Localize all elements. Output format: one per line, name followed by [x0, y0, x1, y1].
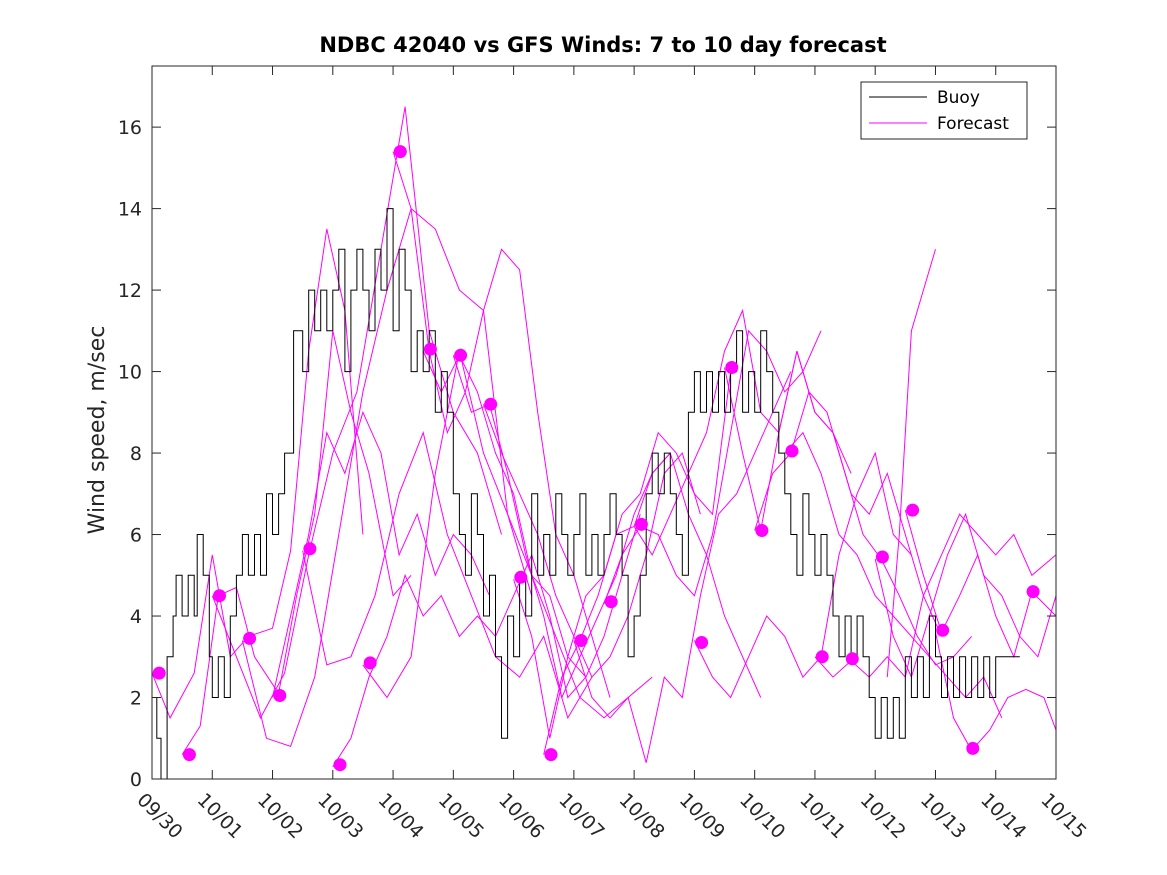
- forecast-marker-24: [906, 503, 920, 517]
- forecast-line-24: [935, 632, 1056, 752]
- forecast-marker-9: [423, 342, 437, 356]
- forecast-marker-22: [845, 652, 859, 666]
- y-axis-label: Wind speed, m/sec: [85, 326, 110, 535]
- forecast-line-14: [573, 371, 792, 763]
- y-tick-label-3: 6: [130, 525, 142, 547]
- forecast-marker-2: [213, 589, 226, 603]
- y-tick-label-6: 12: [118, 280, 142, 302]
- forecast-marker-23: [875, 550, 889, 564]
- y-tick-label-0: 0: [130, 769, 142, 791]
- forecast-marker-21: [815, 650, 829, 664]
- forecast-line-0: [152, 228, 364, 720]
- y-tick-label-8: 16: [118, 117, 142, 139]
- buoy-line: [152, 208, 1020, 779]
- y-tick-label-7: 14: [118, 199, 142, 221]
- forecast-marker-16: [634, 517, 648, 531]
- legend-label-forecast: Forecast: [937, 114, 1009, 134]
- forecast-marker-19: [755, 524, 769, 537]
- forecast-marker-3: [243, 631, 257, 645]
- forecast-marker-0: [152, 666, 166, 680]
- forecast-line-23: [904, 509, 1056, 659]
- forecast-marker-12: [514, 570, 528, 584]
- forecast-marker-20: [785, 444, 799, 458]
- forecast-marker-26: [966, 741, 980, 755]
- forecast-marker-15: [604, 595, 618, 609]
- forecast-marker-5: [303, 542, 317, 556]
- forecast-marker-25: [936, 623, 950, 637]
- forecast-line-12: [513, 371, 732, 739]
- y-tick-label-2: 4: [130, 606, 142, 628]
- plot-area-frame: [151, 65, 1057, 780]
- forecast-line-25: [886, 249, 936, 678]
- forecast-marker-6: [333, 758, 347, 772]
- forecast-marker-1: [182, 748, 196, 762]
- chart-title: NDBC 42040 vs GFS Winds: 7 to 10 day for…: [319, 33, 886, 57]
- y-tick-label-5: 10: [118, 362, 142, 384]
- legend-box: [860, 81, 1028, 140]
- forecast-line-7: [362, 351, 653, 719]
- forecast-marker-11: [484, 397, 498, 411]
- forecast-marker-17: [695, 636, 709, 649]
- forecast-marker-10: [454, 348, 468, 362]
- forecast-marker-18: [725, 361, 739, 374]
- forecast-line-17: [693, 451, 912, 699]
- y-tick-label-4: 8: [130, 443, 142, 465]
- forecast-marker-27: [1026, 585, 1040, 599]
- forecast-line-4: [272, 410, 490, 698]
- forecast-marker-14: [574, 634, 588, 647]
- legend: Buoy Forecast: [860, 81, 1028, 140]
- forecast-marker-8: [393, 145, 407, 159]
- y-tick-label-1: 2: [130, 688, 142, 710]
- forecast-line-5: [302, 431, 593, 720]
- forecast-marker-7: [363, 656, 377, 670]
- y-axis: 0 2 4 6 8 10 12 14 16: [118, 117, 1056, 791]
- forecast-marker-13: [544, 748, 558, 762]
- forecast-markers: [152, 145, 1040, 772]
- forecast-marker-4: [273, 689, 287, 702]
- legend-label-buoy: Buoy: [937, 88, 980, 108]
